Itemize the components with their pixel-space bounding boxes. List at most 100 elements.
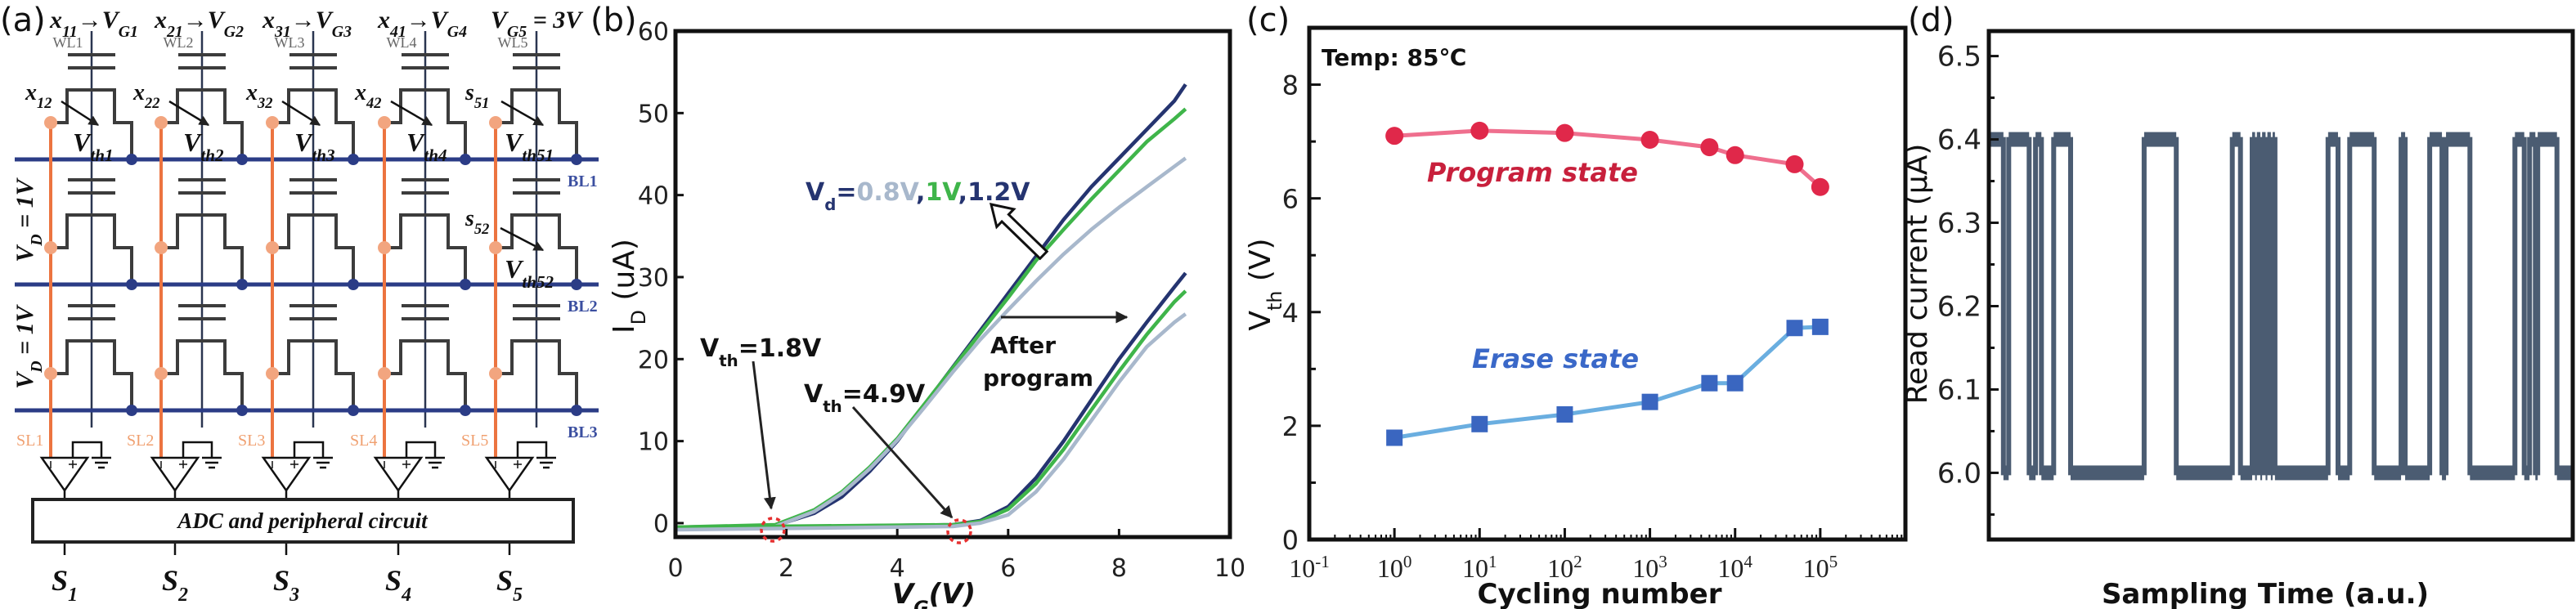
word-line-label: WL2 bbox=[164, 34, 194, 51]
drain-voltage-label: VD = 1V bbox=[11, 177, 46, 262]
endurance-chart: 10-1 100 101 102 103 104 105 0 2 4 6 8 Temp: 85℃ Prog… bbox=[1244, 25, 1908, 609]
series-line-0.8V-after-program bbox=[675, 312, 1187, 532]
adc-block bbox=[31, 498, 575, 544]
cell-input-label: x12 bbox=[25, 80, 52, 111]
source-node bbox=[489, 116, 502, 129]
y-tick-label: 6 bbox=[1282, 184, 1299, 215]
program-data-point bbox=[1555, 123, 1574, 142]
feedback-wire bbox=[405, 441, 437, 458]
flash-cell bbox=[272, 88, 355, 159]
program-data-point bbox=[1385, 127, 1404, 146]
panel-label-a: (a) bbox=[0, 2, 46, 39]
arrow-icon bbox=[851, 405, 954, 519]
y-axis-title: Vth (V) bbox=[1244, 238, 1286, 330]
arrow-icon bbox=[281, 100, 321, 127]
erase-data-point bbox=[1811, 318, 1829, 335]
flash-cell bbox=[51, 88, 133, 159]
legend-1V: 1V bbox=[925, 178, 962, 207]
gate-input-label: x11→VG1 bbox=[49, 7, 138, 41]
flash-cell bbox=[51, 339, 133, 410]
y-tick-label: 6.1 bbox=[1937, 374, 1981, 406]
x-tick-label: 2 bbox=[779, 554, 794, 583]
panel-label-b: (b) bbox=[590, 2, 637, 39]
drain-voltage-legend: Vd=0.8V,1V,1.2V bbox=[806, 178, 1030, 214]
bit-line-node bbox=[348, 154, 359, 165]
bit-line-node bbox=[460, 405, 471, 416]
flash-cell bbox=[161, 339, 244, 410]
flash-cell bbox=[384, 88, 467, 159]
source-node bbox=[489, 241, 502, 254]
bit-line-node bbox=[460, 154, 471, 165]
program-data-point bbox=[1726, 146, 1744, 164]
threshold-label: Vth2 bbox=[183, 128, 224, 165]
y-tick-label: 50 bbox=[638, 100, 669, 128]
source-node bbox=[378, 116, 391, 129]
source-node bbox=[266, 367, 279, 380]
threshold-label: Vth4 bbox=[406, 128, 447, 165]
threshold-label: Vth51 bbox=[505, 128, 554, 165]
adc-label: ADC and peripheral circuit bbox=[176, 508, 429, 533]
erase-data-point bbox=[1786, 320, 1803, 337]
y-axis-title: Read current (μA) bbox=[1901, 144, 1934, 405]
erase-data-point bbox=[1726, 374, 1744, 392]
source-node bbox=[44, 241, 57, 254]
flash-cell bbox=[272, 213, 355, 284]
series-line-erase-state bbox=[1393, 325, 1821, 440]
flash-cell bbox=[496, 88, 578, 159]
bit-line-node bbox=[126, 405, 137, 416]
vth-erase-label: Vth=1.8V bbox=[700, 334, 822, 370]
feedback-wire bbox=[293, 441, 325, 458]
arrow-icon bbox=[390, 100, 433, 127]
threshold-marker-circle bbox=[760, 517, 786, 543]
y-tick-label: 2 bbox=[1282, 411, 1299, 442]
amplifier-icon bbox=[39, 456, 90, 493]
output-label: S2 bbox=[162, 564, 188, 606]
source-line-label: SL3 bbox=[238, 432, 265, 450]
panel-label-c: (c) bbox=[1246, 2, 1290, 39]
legend-0.8V: 0.8V bbox=[857, 178, 920, 207]
separator: , bbox=[958, 178, 967, 207]
word-line-label: WL1 bbox=[53, 34, 83, 51]
flash-cell bbox=[496, 339, 578, 410]
cell-input-label: s51 bbox=[464, 80, 489, 111]
threshold-label: Vth1 bbox=[73, 128, 114, 165]
bit-line-node bbox=[571, 405, 582, 416]
x-tick-label: 105 bbox=[1803, 552, 1838, 583]
program-data-point bbox=[1785, 154, 1804, 173]
erase-data-point bbox=[1386, 429, 1403, 446]
gate-input-label: x31→VG3 bbox=[262, 7, 352, 41]
y-tick-label: 10 bbox=[638, 428, 669, 457]
transfer-curve-chart: 0 2 4 6 8 10 0 10 20 30 40 50 60 VG(V) ID (uA) Vd=0.8V,… bbox=[608, 18, 1245, 609]
y-tick-label: 30 bbox=[638, 264, 669, 293]
y-tick-label: 40 bbox=[638, 182, 669, 211]
bit-line-label: BL2 bbox=[568, 298, 598, 316]
x-tick-label: 102 bbox=[1547, 552, 1582, 583]
y-tick-label: 60 bbox=[638, 18, 669, 47]
program-data-point bbox=[1700, 138, 1719, 157]
series-line-0.8V-initial bbox=[675, 156, 1187, 531]
source-node bbox=[44, 367, 57, 380]
source-node bbox=[266, 116, 279, 129]
source-line-label: SL5 bbox=[461, 432, 488, 450]
output-label: S5 bbox=[496, 564, 523, 606]
plot-frame bbox=[1986, 29, 2575, 542]
x-tick-label: 10 bbox=[1214, 554, 1245, 583]
y-tick-label: 6.5 bbox=[1937, 41, 1981, 74]
word-line-label: WL4 bbox=[387, 34, 417, 51]
erase-data-point bbox=[1641, 393, 1658, 410]
x-tick-label: 0 bbox=[667, 554, 683, 583]
y-tick-label: 0 bbox=[653, 510, 669, 539]
bit-line-node bbox=[571, 279, 582, 290]
bit-line-label: BL1 bbox=[568, 172, 598, 190]
series-line-program-state bbox=[1393, 128, 1822, 189]
y-tick-label: 6.3 bbox=[1937, 208, 1981, 240]
source-node bbox=[155, 367, 168, 380]
source-node bbox=[44, 116, 57, 129]
flash-cell bbox=[161, 213, 244, 284]
source-line-label: SL2 bbox=[127, 432, 154, 450]
y-tick-label: 4 bbox=[1282, 298, 1299, 329]
flash-cell bbox=[384, 213, 467, 284]
x-tick-label: 100 bbox=[1377, 552, 1412, 583]
plot-frame bbox=[673, 29, 1232, 540]
bit-line-node bbox=[126, 279, 137, 290]
